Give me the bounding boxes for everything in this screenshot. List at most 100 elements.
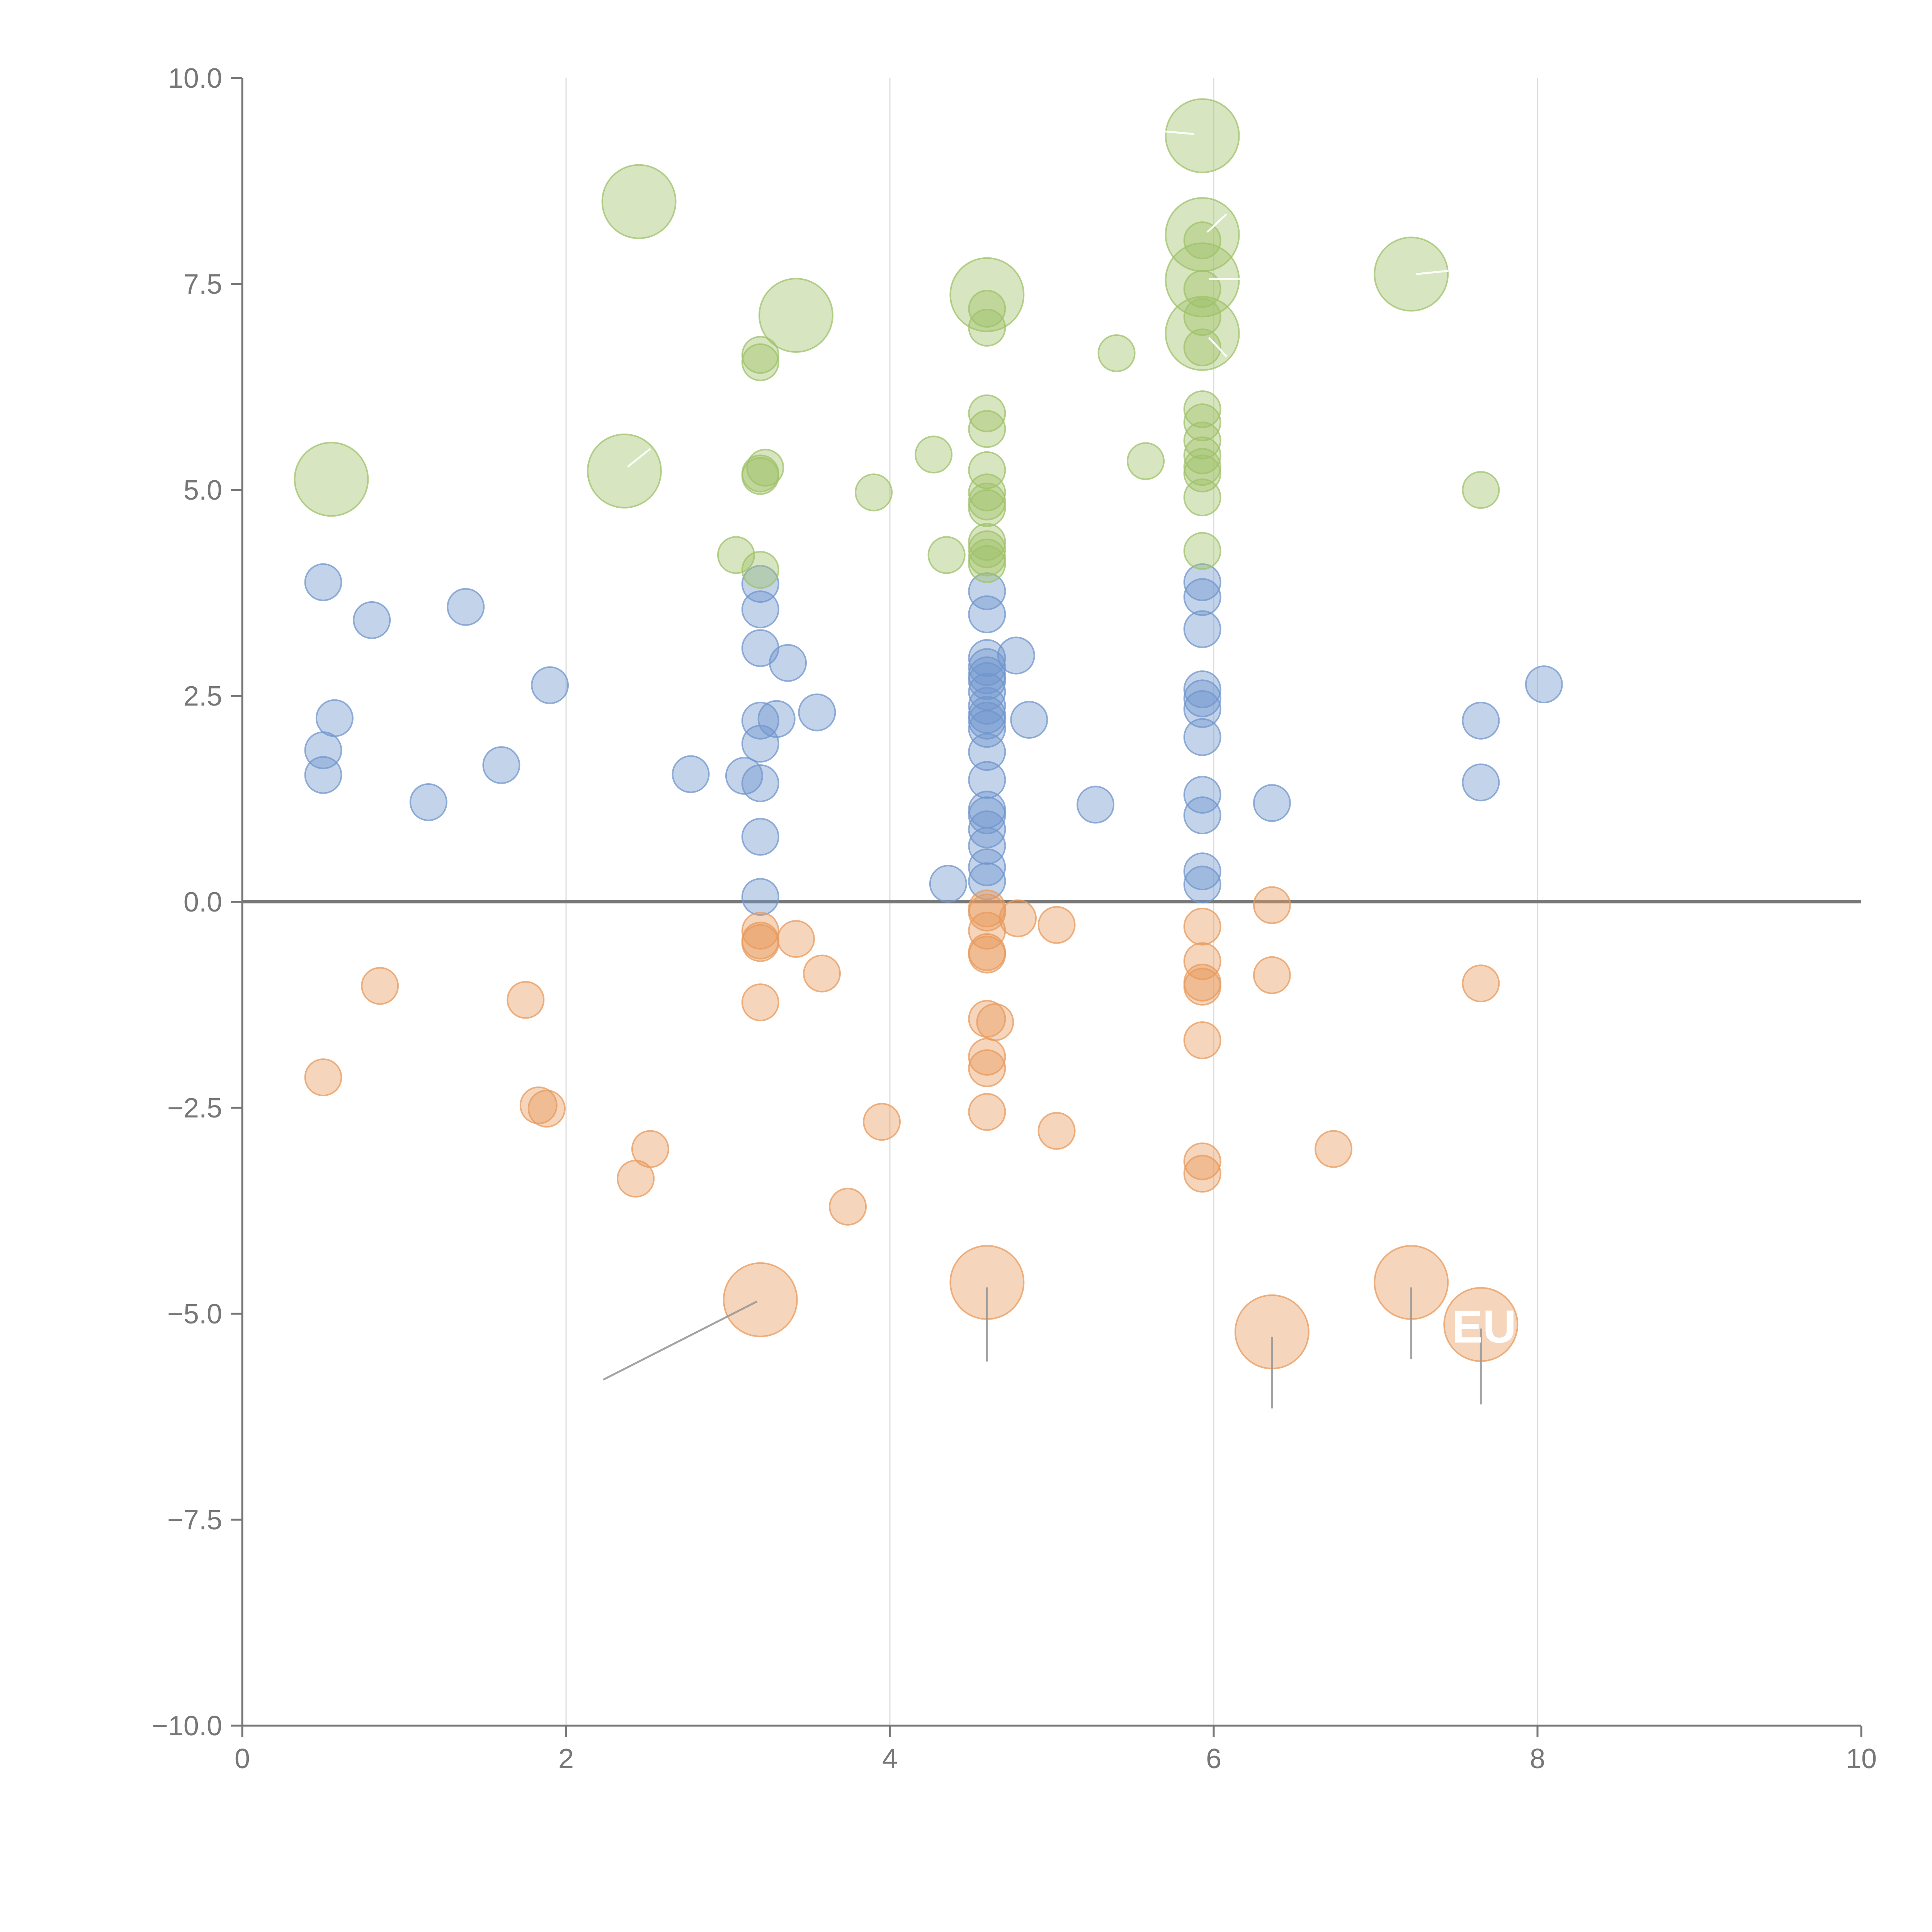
data-point-orange: [741, 924, 779, 962]
data-point-green: [968, 489, 1006, 527]
y-tick-label: 10.0: [168, 63, 222, 94]
data-point-green: [855, 473, 893, 512]
points-layer: [294, 98, 1563, 1369]
y-tick-label: 7.5: [184, 269, 222, 300]
leader-line: [1206, 213, 1228, 233]
data-point-blue: [1010, 701, 1048, 739]
data-point-orange: [1462, 964, 1500, 1003]
data-point-orange: [1037, 906, 1076, 944]
data-point-blue: [1183, 679, 1221, 718]
data-point-blue: [968, 710, 1006, 748]
leader-line: [1149, 129, 1194, 135]
data-point-orange: [1315, 1130, 1353, 1168]
data-point-green: [1374, 236, 1449, 312]
data-point-blue: [968, 862, 1006, 900]
x-tick-label: 2: [558, 1743, 574, 1774]
data-point-blue: [1253, 784, 1291, 822]
data-point-orange: [968, 1049, 1006, 1087]
labels-layer: EU: [1452, 1301, 1516, 1353]
data-point-orange: [1037, 1112, 1076, 1150]
data-point-green: [968, 545, 1006, 583]
data-point-blue: [968, 572, 1006, 611]
data-point-orange: [361, 967, 399, 1005]
data-point-orange: [723, 1262, 798, 1337]
x-tick-label: 0: [235, 1743, 250, 1774]
data-point-blue: [1183, 866, 1221, 904]
data-point-orange: [617, 1160, 655, 1198]
data-point-green: [717, 536, 755, 574]
data-point-blue: [1183, 690, 1221, 728]
data-point-green: [1183, 298, 1221, 336]
data-point-green: [968, 410, 1006, 448]
data-point-blue: [1462, 763, 1500, 801]
data-point-orange: [1183, 1142, 1221, 1180]
data-point-blue: [968, 733, 1006, 771]
data-point-green: [1183, 478, 1221, 517]
data-point-blue: [968, 827, 1006, 865]
data-point-orange: [1183, 968, 1221, 1006]
data-point-green: [601, 164, 677, 239]
data-point-green: [968, 473, 1006, 512]
x-tick-label: 10: [1846, 1743, 1877, 1774]
data-point-green: [968, 530, 1006, 568]
data-point-blue: [741, 724, 779, 763]
x-tick-label: 8: [1530, 1743, 1545, 1774]
leader-line: [1208, 337, 1228, 357]
data-point-orange: [1253, 886, 1291, 924]
data-point-green: [741, 343, 779, 381]
data-point-blue: [968, 656, 1006, 694]
data-point-orange: [304, 1058, 342, 1097]
data-point-orange: [527, 1090, 566, 1128]
data-point-blue: [968, 796, 1006, 835]
data-point-green: [1462, 471, 1500, 509]
data-point-orange: [999, 899, 1037, 937]
data-point-blue: [741, 764, 779, 802]
data-point-blue: [304, 756, 342, 794]
data-point-green: [1183, 454, 1221, 493]
data-point-blue: [1462, 701, 1500, 740]
data-point-orange: [1183, 907, 1221, 946]
data-point-blue: [672, 755, 710, 793]
data-point-blue: [304, 563, 342, 601]
data-point-orange: [803, 954, 841, 993]
data-point-blue: [968, 639, 1006, 677]
data-point-green: [1183, 390, 1221, 429]
data-point-blue: [929, 865, 967, 903]
data-point-green: [968, 394, 1006, 432]
axes-layer: 0 2 4 6 8 10 −10.0 −7.5 −5.0 −2.5 0.0 2.5 5.0 7.5 10.0: [152, 63, 1877, 1774]
data-point-green: [1183, 221, 1221, 260]
y-tick-label: 2.5: [184, 681, 222, 712]
data-point-green: [1165, 98, 1240, 173]
data-point-blue: [1183, 610, 1221, 648]
data-point-green: [1127, 442, 1165, 480]
data-point-blue: [353, 601, 391, 639]
y-tick-label: 0.0: [184, 887, 222, 918]
leader-layer: [603, 129, 1482, 1409]
data-point-blue: [1183, 776, 1221, 814]
data-point-blue: [531, 666, 569, 704]
data-point-blue: [409, 783, 447, 821]
data-point-orange: [968, 1037, 1006, 1076]
data-point-blue: [968, 761, 1006, 799]
data-point-blue: [769, 644, 807, 682]
data-point-orange: [507, 981, 545, 1019]
data-point-blue: [968, 687, 1006, 725]
data-point-blue: [1077, 786, 1115, 824]
data-point-blue: [798, 693, 836, 731]
data-point-orange: [1183, 1021, 1221, 1060]
data-point-green: [741, 551, 779, 589]
data-point-green: [1183, 422, 1221, 460]
data-point-blue: [1183, 578, 1221, 616]
data-point-orange: [968, 935, 1006, 974]
data-point-blue: [1183, 670, 1221, 708]
data-point-orange: [863, 1103, 901, 1141]
data-point-blue: [1525, 665, 1563, 704]
y-tick-label: −7.5: [167, 1505, 222, 1536]
data-point-green: [1097, 334, 1136, 372]
data-point-orange: [1183, 1155, 1221, 1193]
leader-line: [1416, 270, 1449, 275]
data-point-green: [968, 289, 1006, 328]
x-tick-label: 4: [882, 1743, 898, 1774]
data-point-blue: [741, 878, 779, 916]
data-point-blue: [315, 699, 354, 737]
